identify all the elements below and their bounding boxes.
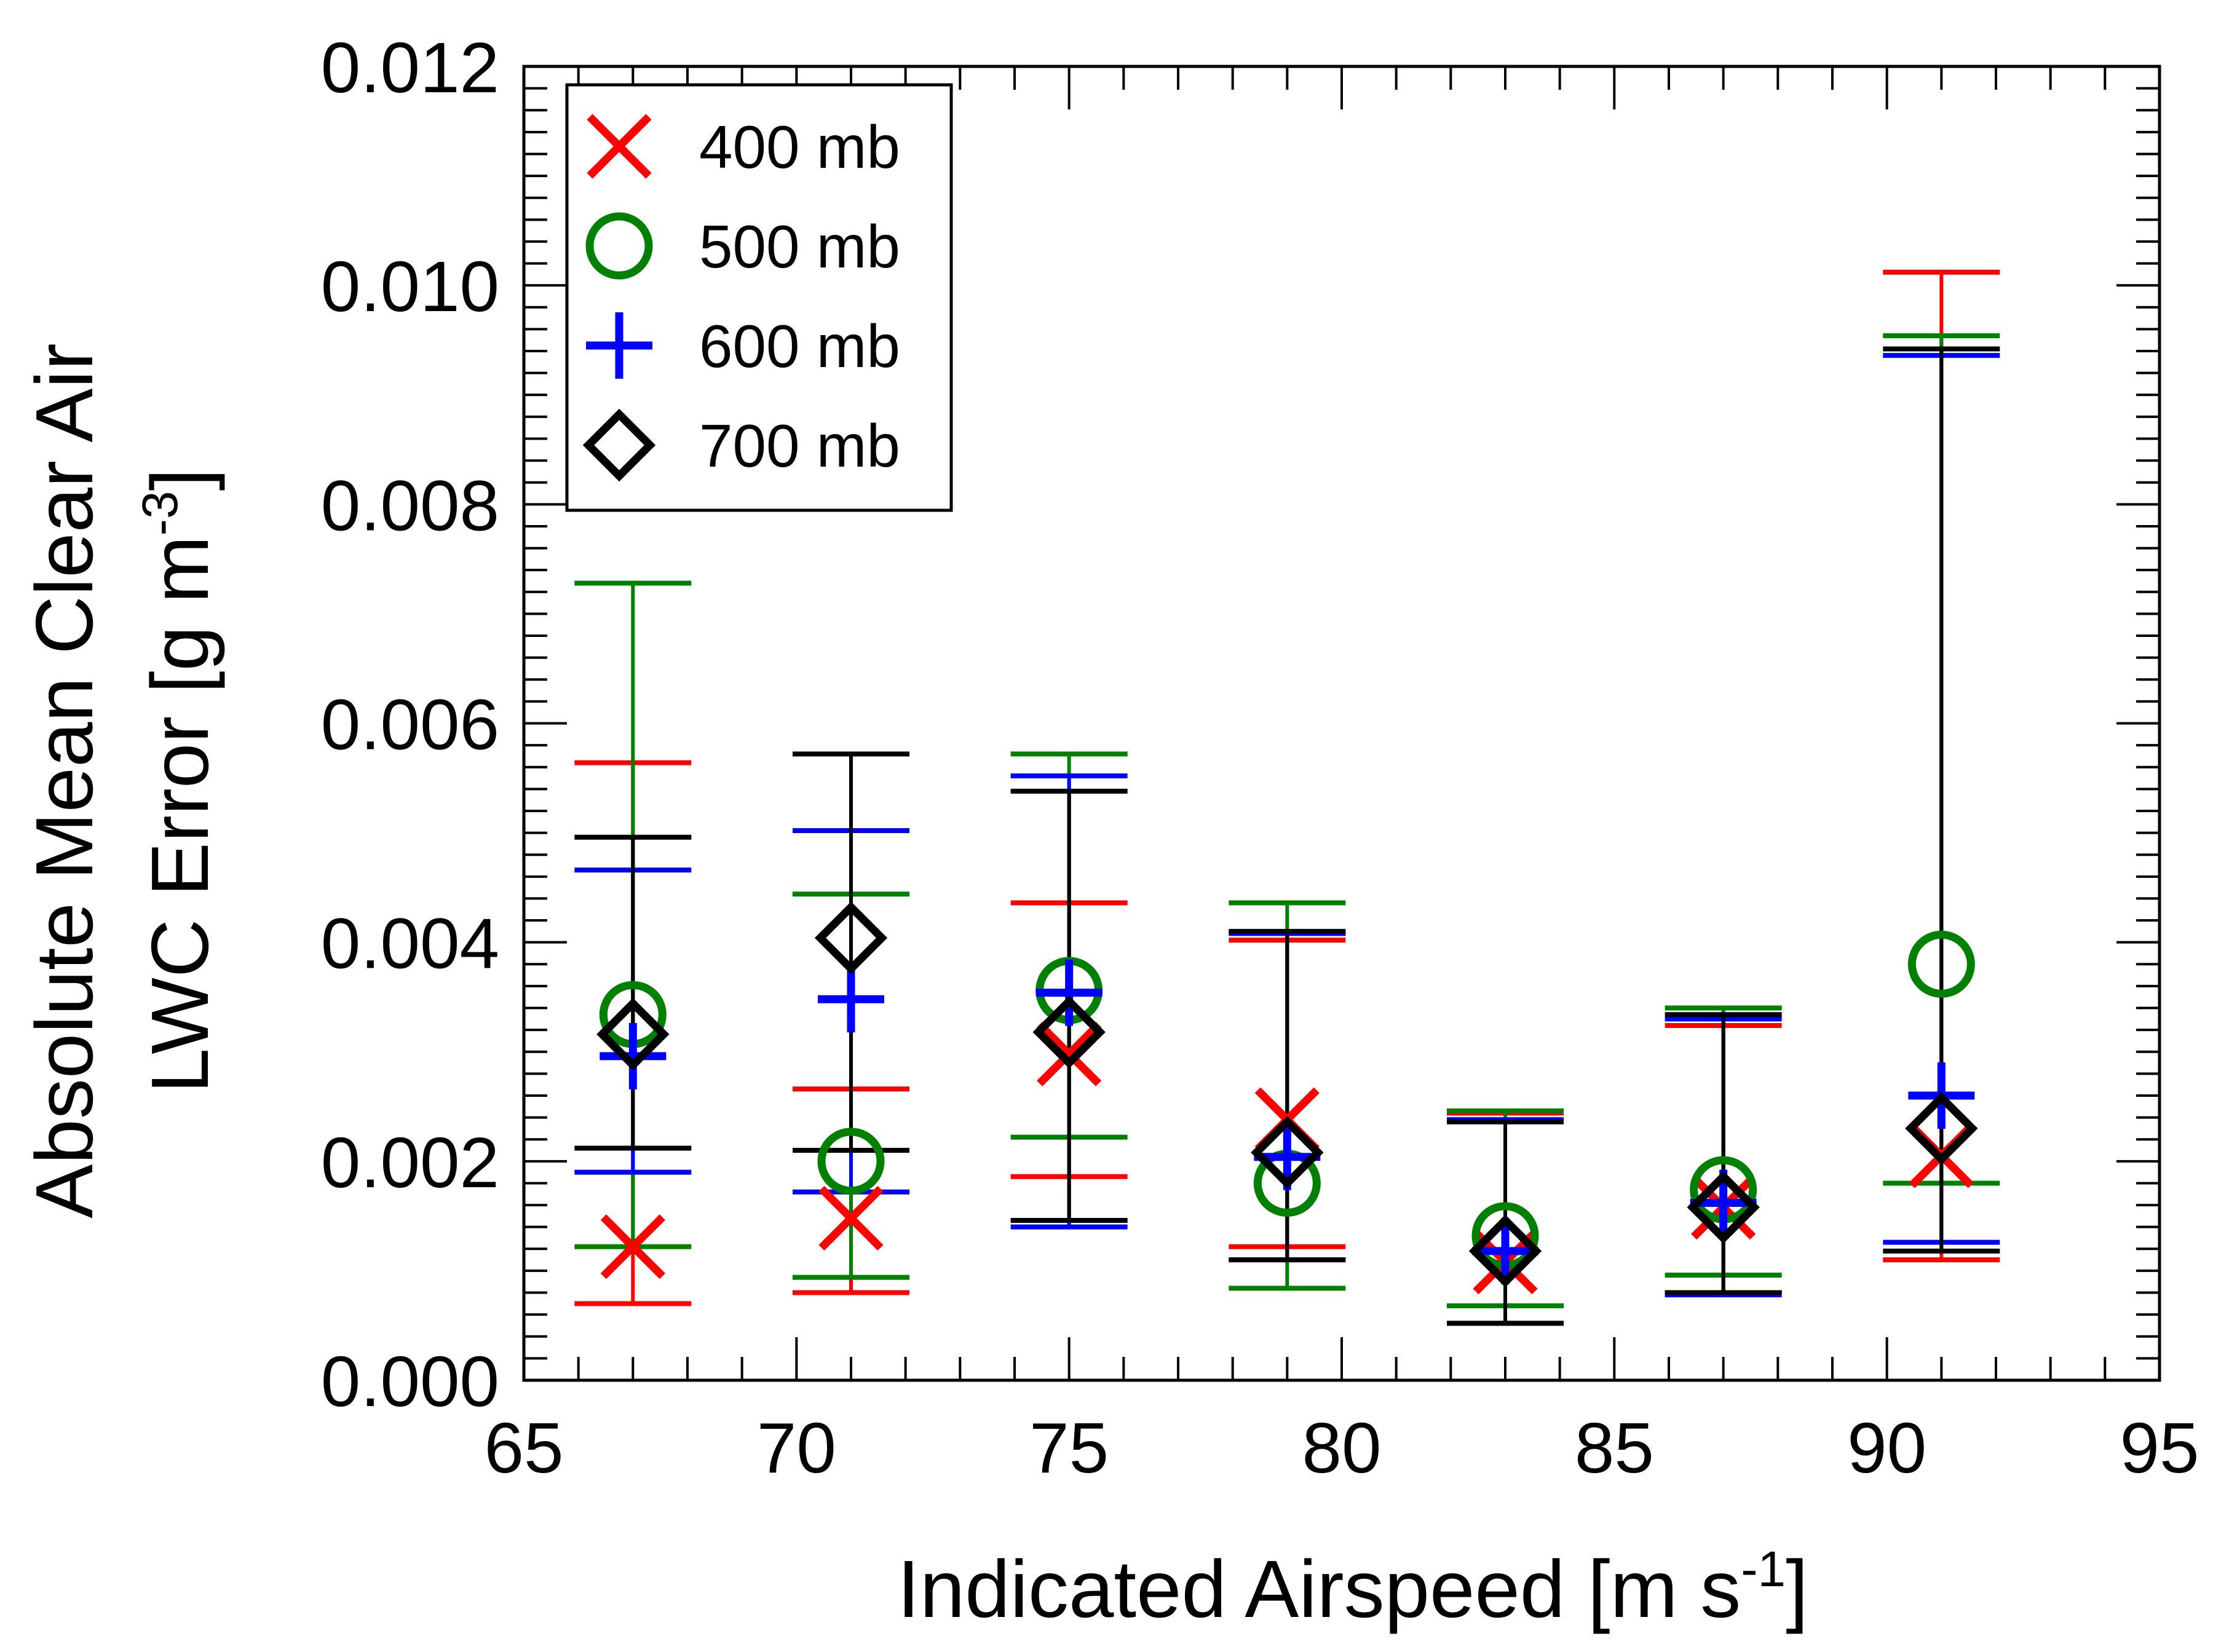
x-tick-label: 70 [757,1408,836,1488]
y-tick-label: 0.000 [321,1342,499,1421]
x-tick-label: 90 [1847,1408,1926,1488]
marker-stroke [587,114,652,179]
plot-area [574,269,2000,1326]
marker-stroke [1037,1021,1102,1086]
y-axis-title-end: ] [135,468,225,491]
legend-marker [586,312,652,379]
legend-label: 600 mb [699,312,900,380]
data-point-700-mb [814,901,888,974]
x-axis-title-sup: -1 [1741,1541,1786,1597]
data-point-700-mb [1687,1171,1760,1244]
data-point-600-mb [1035,959,1103,1026]
data-point-700-mb [1905,1092,1978,1165]
marker-shape [1251,1116,1324,1189]
data-point-700-mb [1468,1214,1542,1288]
marker-shape [1032,995,1106,1069]
marker-shape [1468,1214,1542,1288]
marker-shape [1907,930,1975,998]
x-axis-title-end: ] [1786,1544,1808,1634]
marker-shape [596,998,670,1071]
y-axis-title-main: LWC Error [g m [135,536,225,1093]
y-tick-label: 0.006 [321,685,499,765]
data-point-600-mb [818,966,884,1033]
marker-shape [585,212,653,280]
marker-stroke [818,1185,884,1251]
legend-marker [587,114,652,179]
legend-label: 400 mb [699,113,900,181]
data-point-400-mb [1037,1021,1102,1086]
markers-600-mb [600,959,1975,1284]
x-tick-label: 65 [484,1408,563,1488]
legend: 400 mb 500 mb 600 mb 700 mb [565,83,953,512]
x-axis-title-main: Indicated Airspeed [m s [897,1544,1741,1634]
data-point-700-mb [596,998,670,1071]
legend-label: 500 mb [699,213,900,280]
y-axis-title-line2: LWC Error [g m-3] [132,468,225,1094]
marker-shape [817,1128,885,1195]
marker-stroke [600,1214,665,1279]
x-axis-title: Indicated Airspeed [m s-1] [897,1541,1808,1634]
x-tick-label: 85 [1575,1408,1654,1488]
y-tick-label: 0.012 [321,28,499,108]
marker-shape [814,901,888,974]
y-axis-title-sup: -3 [132,491,188,536]
x-tick-label: 80 [1302,1408,1381,1488]
axes: 65 70 75 80 85 90 95 0.000 0.002 0.004 0.006 0.008 0… [321,28,2199,1488]
data-point-500-mb [817,1128,885,1195]
x-tick-label: 75 [1029,1408,1109,1488]
y-axis-title-line1: Absolute Mean Clear Air [19,343,109,1218]
y-tick-label: 0.002 [321,1123,499,1203]
legend-marker [585,212,653,280]
markers-700-mb [596,901,1978,1288]
data-point-600-mb [600,1022,667,1089]
legend-label: 700 mb [699,412,900,480]
data-point-600-mb [1472,1217,1538,1284]
y-tick-label: 0.010 [321,247,499,326]
x-tick-label: 95 [2120,1408,2199,1488]
data-point-400-mb [600,1214,665,1279]
data-point-700-mb [1032,995,1106,1069]
y-tick-label: 0.008 [321,465,499,545]
data-point-700-mb [1251,1116,1324,1189]
data-point-500-mb [1907,930,1975,998]
marker-shape [582,408,656,482]
marker-shape [1905,1092,1978,1165]
data-point-400-mb [818,1185,884,1251]
y-tick-label: 0.004 [321,904,499,984]
marker-shape [1687,1171,1760,1244]
legend-marker [582,408,656,482]
